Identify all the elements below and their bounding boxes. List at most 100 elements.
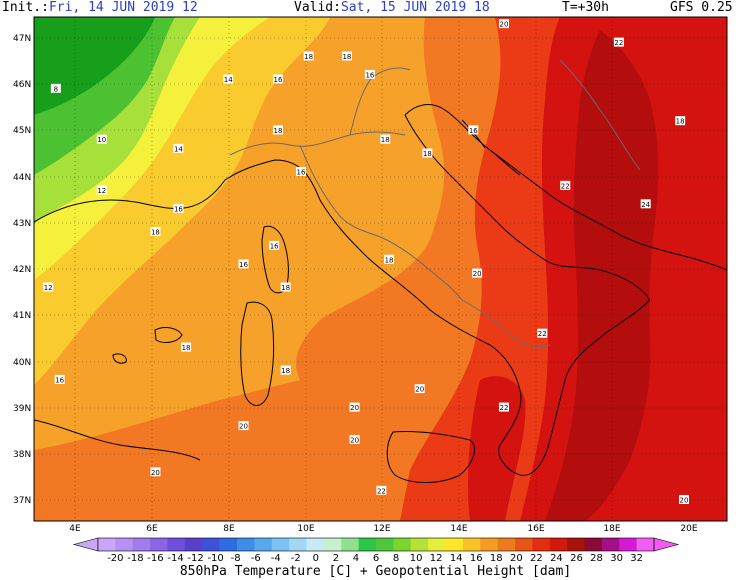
contour-label-bg bbox=[238, 259, 249, 269]
contour-label: 16 bbox=[270, 242, 279, 250]
contour-label-bg bbox=[96, 134, 107, 144]
contour-label-bg bbox=[349, 434, 360, 444]
colorbar-segment bbox=[202, 538, 220, 551]
colorbar-tick-label: 4 bbox=[353, 553, 359, 564]
contour-label-bg bbox=[238, 421, 249, 431]
colorbar-segment bbox=[184, 538, 203, 551]
lat-label: 39N bbox=[13, 404, 31, 414]
coastlines bbox=[34, 104, 727, 483]
contour-label: 16 bbox=[274, 76, 283, 84]
lon-label: 10E bbox=[297, 524, 314, 534]
lat-label: 47N bbox=[13, 34, 31, 44]
contour-label: 18 bbox=[281, 367, 290, 375]
colorbar-tick-label: -4 bbox=[271, 553, 281, 564]
contour-label: 16 bbox=[297, 168, 306, 176]
contour-label: 18 bbox=[342, 53, 351, 61]
colorbar-tick-label: -12 bbox=[187, 553, 203, 564]
contour-label-bg bbox=[150, 467, 161, 477]
contour-label: 10 bbox=[97, 136, 106, 144]
contour-label: 20 bbox=[415, 386, 424, 394]
contour-label-bg bbox=[472, 268, 483, 278]
colorbar-tick-label: -14 bbox=[167, 553, 183, 564]
init-label: Init.: bbox=[2, 0, 49, 15]
contour-label: 22 bbox=[614, 39, 623, 47]
contour-label: 18 bbox=[151, 229, 160, 237]
contour-label: 16 bbox=[174, 205, 183, 213]
colorbar-tick-label: 22 bbox=[530, 553, 543, 564]
contour-label: 24 bbox=[641, 201, 650, 209]
colorbar-segment bbox=[358, 538, 377, 551]
forecast-step: T=+30h bbox=[562, 0, 609, 15]
colorbar-segment bbox=[167, 538, 186, 551]
colorbar-segment bbox=[549, 538, 568, 551]
contour-label-bg bbox=[272, 125, 283, 135]
contour-label-bg bbox=[675, 116, 686, 126]
colorbar-segment bbox=[515, 538, 533, 551]
colorbar-tick-label: 14 bbox=[450, 553, 463, 564]
contour-label: 16 bbox=[55, 376, 64, 384]
contour-label: 22 bbox=[538, 330, 547, 338]
contour-label: 14 bbox=[224, 76, 233, 84]
temperature-band bbox=[468, 376, 526, 521]
colorbar-tick-label: -16 bbox=[147, 553, 163, 564]
lon-label: 12E bbox=[373, 524, 390, 534]
contour-label-bg bbox=[280, 282, 291, 292]
colorbar-segment bbox=[376, 538, 394, 551]
contour-label-bg bbox=[341, 51, 352, 61]
lat-label: 40N bbox=[13, 358, 31, 368]
map-title: 850hPa Temperature [C] + Geopotential He… bbox=[179, 564, 572, 579]
valid-value: Sat, 15 JUN 2019 18 bbox=[340, 0, 490, 15]
contour-label-bg bbox=[280, 365, 291, 375]
contour-label: 12 bbox=[97, 187, 106, 195]
init-value: Fri, 14 JUN 2019 12 bbox=[48, 0, 198, 15]
contour-label: 20 bbox=[680, 497, 689, 505]
colorbar-tick-label: 24 bbox=[550, 553, 563, 564]
contour-label: 18 bbox=[182, 344, 191, 352]
contour-label: 20 bbox=[151, 469, 160, 477]
colorbar-segment bbox=[306, 538, 325, 551]
colorbar-tick-label: 6 bbox=[373, 553, 379, 564]
colorbar-tick-label: -2 bbox=[291, 553, 301, 564]
contour-label-bg bbox=[173, 203, 184, 213]
lon-label: 16E bbox=[527, 524, 544, 534]
colorbar-tick-label: -8 bbox=[231, 553, 241, 564]
colorbar-arrow-left bbox=[72, 537, 99, 552]
colorbar-tick-label: 18 bbox=[490, 553, 503, 564]
lon-label: 6E bbox=[146, 524, 158, 534]
valid-time: Valid:Sat, 15 JUN 2019 18 bbox=[294, 0, 490, 16]
contour-label-bg bbox=[384, 254, 395, 264]
contour-label-bg bbox=[380, 134, 391, 144]
contour-label: 20 bbox=[350, 404, 359, 412]
colorbar-tick-label: 8 bbox=[393, 553, 399, 564]
colorbar-tick-label: 28 bbox=[590, 553, 603, 564]
colorbar-segment bbox=[254, 538, 273, 551]
contour-label-bg bbox=[498, 19, 509, 29]
contour-label: 14 bbox=[174, 145, 183, 153]
colorbar-tick-label: 12 bbox=[430, 553, 443, 564]
contour-label-bg bbox=[269, 240, 280, 250]
colorbar-tick-label: 32 bbox=[630, 553, 643, 564]
lon-label: 20E bbox=[680, 524, 697, 534]
contour-label: 16 bbox=[239, 261, 248, 269]
colorbar-segment bbox=[341, 538, 359, 551]
lat-label: 43N bbox=[13, 219, 31, 229]
colorbar-segment bbox=[636, 538, 655, 551]
contour-label-bg bbox=[560, 180, 571, 190]
temperature-band bbox=[545, 30, 659, 521]
init-time: Init.:Fri, 14 JUN 2019 12 bbox=[2, 0, 198, 16]
colorbar-segment bbox=[271, 538, 290, 551]
lon-label: 18E bbox=[603, 524, 620, 534]
colorbar-segment bbox=[619, 538, 637, 551]
contour-label: 12 bbox=[44, 284, 53, 292]
colorbar-tick-label: 26 bbox=[570, 553, 583, 564]
colorbar-segment bbox=[98, 538, 116, 551]
lat-label: 44N bbox=[13, 173, 31, 183]
colorbar-segment bbox=[132, 538, 151, 551]
colorbar-segment bbox=[150, 538, 168, 551]
contour-label: 18 bbox=[423, 150, 432, 158]
colorbar-segment bbox=[289, 538, 307, 551]
lat-label: 41N bbox=[13, 311, 31, 321]
colorbar-arrow-right bbox=[653, 537, 680, 552]
contour-label-bg bbox=[613, 37, 624, 47]
contour-label-bg bbox=[364, 69, 375, 79]
